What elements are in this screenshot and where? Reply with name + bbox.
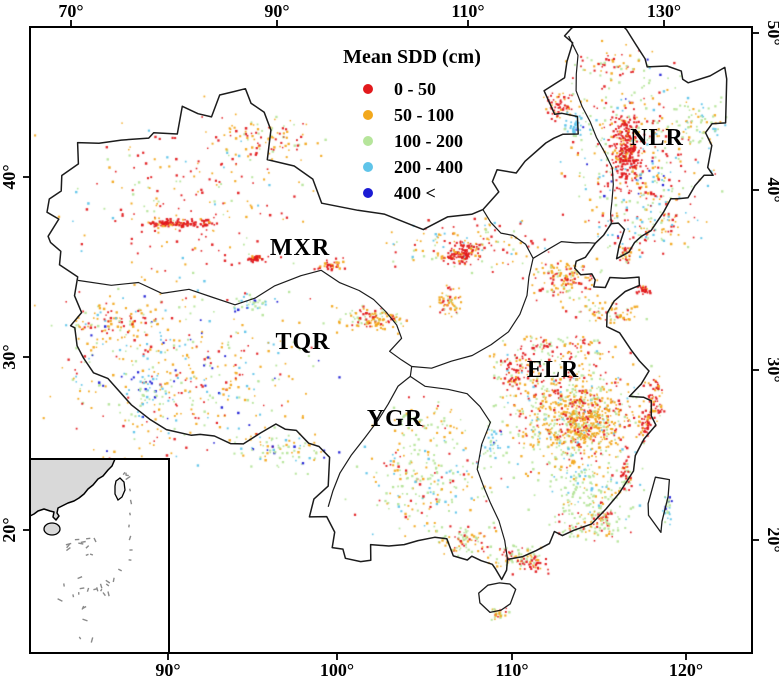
south-china-sea-inset bbox=[29, 458, 170, 654]
axis-label-bottom-120°: 120° bbox=[669, 660, 703, 680]
legend-dot-400plus bbox=[363, 188, 373, 198]
inset-taiwan-island bbox=[114, 477, 126, 501]
region-labels: NLR MXR TQR ELR YGR bbox=[270, 125, 684, 432]
inset-islet bbox=[65, 547, 71, 552]
inset-islet bbox=[102, 592, 106, 597]
inset-islet bbox=[96, 587, 99, 592]
region-label-ygr: YGR bbox=[367, 406, 423, 432]
inset-islet bbox=[129, 512, 131, 516]
inset-islet bbox=[105, 583, 110, 587]
legend: Mean SDD (cm) 0 - 50 50 - 100 100 - 200 … bbox=[336, 40, 486, 205]
region-label-tqr: TQR bbox=[275, 329, 330, 355]
legend-label-400plus: 400 < bbox=[394, 183, 436, 203]
inset-islet bbox=[129, 499, 133, 505]
hainan-island bbox=[478, 582, 517, 614]
inset-islet bbox=[128, 535, 132, 541]
inset-islet bbox=[125, 475, 131, 481]
axis-label-bottom-90°: 90° bbox=[155, 660, 180, 680]
axis-label-top-90°: 90° bbox=[264, 1, 289, 21]
inset-islet bbox=[82, 618, 88, 622]
map-frame bbox=[29, 26, 753, 654]
inset-islet bbox=[65, 542, 72, 546]
mxr-elr-boundary bbox=[411, 209, 534, 369]
legend-label-200-400: 200 - 400 bbox=[394, 157, 463, 177]
inset-islet bbox=[86, 587, 90, 592]
inset-islet bbox=[78, 542, 84, 545]
inset-islet bbox=[128, 488, 132, 492]
legend-label-100-200: 100 - 200 bbox=[394, 131, 463, 151]
axis-label-left-40°: 40° bbox=[0, 164, 19, 189]
yanshan-boundary bbox=[532, 241, 596, 259]
inset-hainan-island bbox=[43, 522, 61, 536]
legend-background bbox=[336, 40, 486, 205]
china-outer-boundary bbox=[46, 27, 728, 581]
legend-dot-100-200 bbox=[363, 136, 373, 146]
inset-islet bbox=[99, 588, 103, 592]
inset-islet bbox=[85, 545, 90, 549]
legend-dot-200-400 bbox=[363, 162, 373, 172]
inset-islet bbox=[78, 636, 82, 640]
region-label-mxr: MXR bbox=[270, 235, 330, 261]
axis-label-right-50°: 50° bbox=[764, 20, 779, 45]
inset-islet bbox=[85, 553, 89, 557]
axis-label-top-70°: 70° bbox=[58, 1, 83, 21]
inset-islet bbox=[107, 591, 110, 597]
inset-islet bbox=[66, 543, 71, 549]
inset-islet bbox=[105, 579, 111, 584]
axis-label-right-30°: 30° bbox=[764, 357, 779, 382]
legend-dot-50-100 bbox=[363, 110, 373, 120]
inset-islet bbox=[77, 576, 83, 580]
axis-label-top-110°: 110° bbox=[451, 1, 484, 21]
region-label-nlr: NLR bbox=[630, 125, 684, 151]
inset-islet bbox=[90, 637, 94, 643]
axis-label-bottom-110°: 110° bbox=[495, 660, 528, 680]
inset-islet bbox=[57, 598, 63, 602]
inset-islet bbox=[80, 540, 86, 544]
nlr-mxr-boundary bbox=[568, 35, 614, 224]
inset-islet bbox=[112, 577, 115, 583]
legend-label-0-50: 0 - 50 bbox=[394, 79, 436, 99]
legend-title: Mean SDD (cm) bbox=[343, 46, 481, 68]
tqr-region-boundary bbox=[77, 269, 413, 507]
inset-islet bbox=[72, 594, 75, 598]
inset-islet bbox=[86, 537, 91, 540]
legend-label-50-100: 50 - 100 bbox=[394, 105, 454, 125]
inset-islet bbox=[117, 568, 123, 572]
ygr-elr-boundary bbox=[409, 375, 509, 560]
axis-label-bottom-100°: 100° bbox=[320, 660, 354, 680]
inset-islet bbox=[89, 553, 94, 556]
inset-islet bbox=[122, 471, 126, 476]
inset-islet bbox=[79, 587, 85, 590]
axis-label-left-20°: 20° bbox=[0, 517, 19, 542]
region-label-elr: ELR bbox=[527, 357, 579, 383]
axis-label-right-20°: 20° bbox=[764, 527, 779, 552]
axis-label-right-40°: 40° bbox=[764, 177, 779, 202]
axis-label-left-30°: 30° bbox=[0, 344, 19, 369]
taiwan-island bbox=[647, 476, 671, 534]
axis-label-top-130°: 130° bbox=[647, 1, 681, 21]
legend-dot-0-50 bbox=[363, 84, 373, 94]
inset-islet bbox=[99, 583, 103, 589]
inset-mainland-coast bbox=[29, 458, 116, 521]
map-geometry bbox=[46, 27, 728, 614]
inset-islet bbox=[93, 537, 97, 543]
inset-islet bbox=[81, 605, 85, 610]
